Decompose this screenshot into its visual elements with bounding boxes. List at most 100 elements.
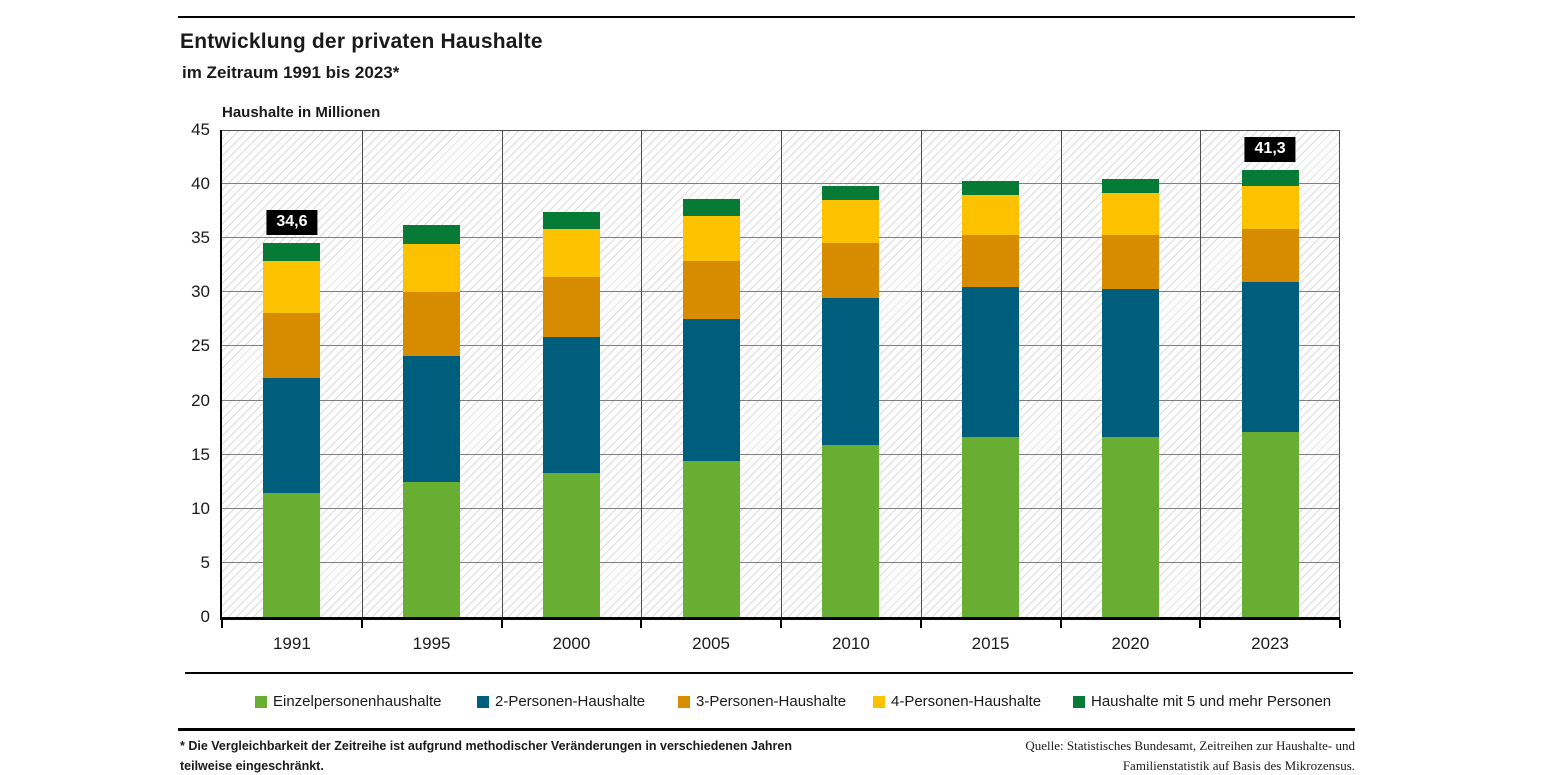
bar-segment <box>263 312 321 378</box>
bar-segment <box>1241 228 1299 282</box>
legend-label: Einzelpersonenhaushalte <box>273 693 442 710</box>
x-axis-tick <box>1059 620 1062 628</box>
y-axis-title: Haushalte in Millionen <box>222 104 381 121</box>
bar-segment <box>1101 289 1159 438</box>
x-axis-tick <box>919 620 922 628</box>
bar-segment <box>263 492 321 617</box>
legend-item: 3-Personen-Haushalte <box>678 693 846 710</box>
legend-swatch <box>477 695 489 708</box>
y-tick-label: 25 <box>191 336 210 356</box>
bar-segment <box>682 215 740 262</box>
x-axis-tick <box>360 620 363 628</box>
stacked-bar-2005 <box>682 199 740 617</box>
legend-swatch <box>1073 695 1085 708</box>
stacked-bar-2023 <box>1241 170 1299 617</box>
bar-segment <box>542 336 600 474</box>
x-tick-label: 2023 <box>1251 634 1289 653</box>
bar-segment <box>403 225 461 244</box>
bar-segment <box>962 235 1020 288</box>
source-line2: Familienstatistik auf Basis des Mikrozen… <box>1122 758 1355 773</box>
plot-border-right <box>1339 130 1340 617</box>
stacked-bar-1991 <box>263 242 321 617</box>
bar-segment <box>682 199 740 216</box>
bar-segment <box>1101 192 1159 236</box>
bar-segment <box>1241 170 1299 187</box>
bar-segment <box>962 195 1020 236</box>
y-axis-line <box>220 130 222 617</box>
y-tick-label: 35 <box>191 228 210 248</box>
legend-swatch <box>678 695 690 708</box>
bar-segment <box>403 481 461 617</box>
x-tick-label: 2015 <box>971 634 1010 653</box>
footnote-line1: * Die Vergleichbarkeit der Zeitreihe ist… <box>180 739 792 753</box>
stacked-bar-2000 <box>542 212 600 617</box>
page-title: Entwicklung der privaten Haushalte <box>180 30 543 53</box>
bar-segment <box>682 261 740 320</box>
x-tick-label: 1991 <box>272 634 311 653</box>
bar-segment <box>682 461 740 617</box>
y-tick-label: 20 <box>191 390 210 410</box>
bar-value-label: 41,3 <box>1244 137 1296 162</box>
legend-label: 2-Personen-Haushalte <box>495 693 646 710</box>
y-tick-label: 10 <box>191 498 210 518</box>
legend-item: Einzelpersonenhaushalte <box>255 693 441 710</box>
gridline-vertical <box>1200 130 1202 617</box>
bar-segment <box>542 228 600 278</box>
gridline-vertical <box>781 130 782 617</box>
gridline-vertical <box>501 130 503 617</box>
source-note: Quelle: Statistisches Bundesamt, Zeitrei… <box>875 736 1355 775</box>
bar-segment <box>542 277 600 337</box>
bar-value-label: 34,6 <box>266 209 318 235</box>
legend-item: 2-Personen-Haushalte <box>477 693 645 710</box>
footnote: * Die Vergleichbarkeit der Zeitreihe ist… <box>180 736 792 775</box>
bar-segment <box>542 473 600 617</box>
legend-item: 4-Personen-Haushalte <box>873 693 1041 710</box>
bar-segment <box>403 356 461 482</box>
legend-label: Haushalte mit 5 und mehr Personen <box>1091 693 1332 710</box>
x-axis-tick <box>221 620 223 628</box>
x-tick-label: 2000 <box>552 634 591 653</box>
bar-segment <box>1101 178 1159 193</box>
bar-segment <box>263 261 321 313</box>
source-line1: Quelle: Statistisches Bundesamt, Zeitrei… <box>1025 738 1355 753</box>
stacked-bar-2015 <box>962 181 1020 617</box>
plot-area <box>220 130 1341 628</box>
legend-label: 3-Personen-Haushalte <box>696 693 847 710</box>
bar-segment <box>682 319 740 462</box>
y-tick-label: 5 <box>200 552 210 572</box>
bar-segment <box>962 181 1020 196</box>
stacked-bar-2020 <box>1101 178 1159 617</box>
gridline-vertical <box>1060 130 1062 617</box>
y-tick-label: 15 <box>191 444 210 464</box>
bar-segment <box>542 212 600 229</box>
x-axis-tick <box>640 620 643 628</box>
bar-segment <box>1241 186 1299 229</box>
bar-segment <box>962 437 1020 617</box>
bar-segment <box>822 297 880 445</box>
y-tick-label: 40 <box>191 174 210 194</box>
bar-segment <box>403 243 461 293</box>
x-tick-label: 2020 <box>1111 634 1150 653</box>
bar-segment <box>263 242 321 262</box>
x-tick-label: 2010 <box>831 634 870 653</box>
x-axis-tick <box>1199 620 1202 628</box>
legend-item: Haushalte mit 5 und mehr Personen <box>1073 693 1331 710</box>
gridline-vertical <box>920 130 922 617</box>
bar-segment <box>1241 431 1299 617</box>
bar-segment <box>822 186 880 201</box>
x-axis-tick <box>1339 620 1341 628</box>
x-axis-line <box>220 617 1340 620</box>
gridline-vertical <box>641 130 643 617</box>
stacked-bar-2010 <box>822 186 880 617</box>
footer-rule <box>178 728 1355 731</box>
gridline-vertical <box>361 130 363 617</box>
legend-swatch <box>873 695 885 708</box>
legend-label: 4-Personen-Haushalte <box>891 693 1042 710</box>
bar-segment <box>962 287 1020 438</box>
bar-segment <box>263 377 321 493</box>
bar-segment <box>822 242 880 298</box>
top-rule <box>178 16 1355 18</box>
footnote-line2: teilweise eingeschränkt. <box>180 759 324 773</box>
page-subtitle: im Zeitraum 1991 bis 2023* <box>182 63 400 82</box>
